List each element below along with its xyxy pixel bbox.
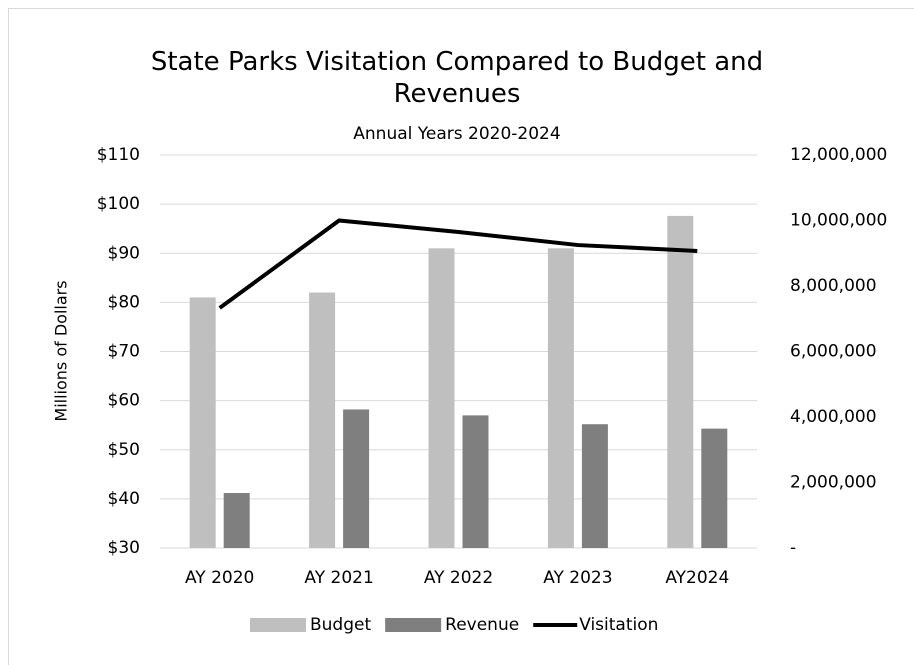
x-tick-label: AY2024: [665, 568, 729, 588]
bar: [343, 409, 370, 548]
bar: [667, 215, 694, 549]
chart-title: State Parks Visitation Compared to Budge…: [150, 47, 764, 109]
y-tick-label: $110: [97, 145, 140, 165]
legend-label: Revenue: [445, 615, 519, 635]
x-tick-label: AY 2020: [185, 568, 254, 588]
y-tick-label: $70: [108, 342, 140, 362]
y2-tick-label: 6,000,000: [790, 342, 877, 362]
y-tick-label: $40: [108, 489, 140, 509]
y-tick-label: $90: [108, 243, 140, 263]
y-tick-label: $50: [108, 440, 140, 460]
legend-swatch: [385, 618, 442, 632]
legend-swatch: [250, 618, 306, 632]
x-tick-label: AY 2022: [424, 568, 493, 588]
y-tick-label: $80: [108, 292, 140, 312]
bar: [309, 292, 336, 548]
bar: [547, 248, 574, 548]
y-tick-label: $30: [108, 538, 140, 558]
y2-tick-label: 8,000,000: [790, 276, 877, 296]
x-tick-label: AY 2021: [304, 568, 373, 588]
y2-tick-label: 12,000,000: [790, 145, 887, 165]
chart-subtitle: Annual Years 2020-2024: [353, 124, 561, 144]
y2-tick-label: -: [790, 538, 796, 558]
y-tick-label: $60: [108, 391, 140, 411]
bar: [581, 424, 608, 548]
bar: [223, 492, 250, 548]
bar: [462, 415, 489, 548]
y-axis-label: Millions of Dollars: [52, 280, 71, 421]
y-tick-label: $100: [97, 194, 140, 214]
bar: [428, 248, 455, 548]
bar: [189, 297, 216, 548]
bar: [701, 428, 728, 548]
y2-tick-label: 2,000,000: [790, 473, 877, 493]
legend-label: Visitation: [579, 615, 658, 635]
line: [218, 218, 698, 310]
chart-border: [8, 8, 914, 665]
y2-tick-label: 10,000,000: [790, 211, 887, 231]
y2-tick-label: 4,000,000: [790, 407, 877, 427]
x-tick-label: AY 2023: [543, 568, 612, 588]
legend-label: Budget: [310, 615, 371, 635]
